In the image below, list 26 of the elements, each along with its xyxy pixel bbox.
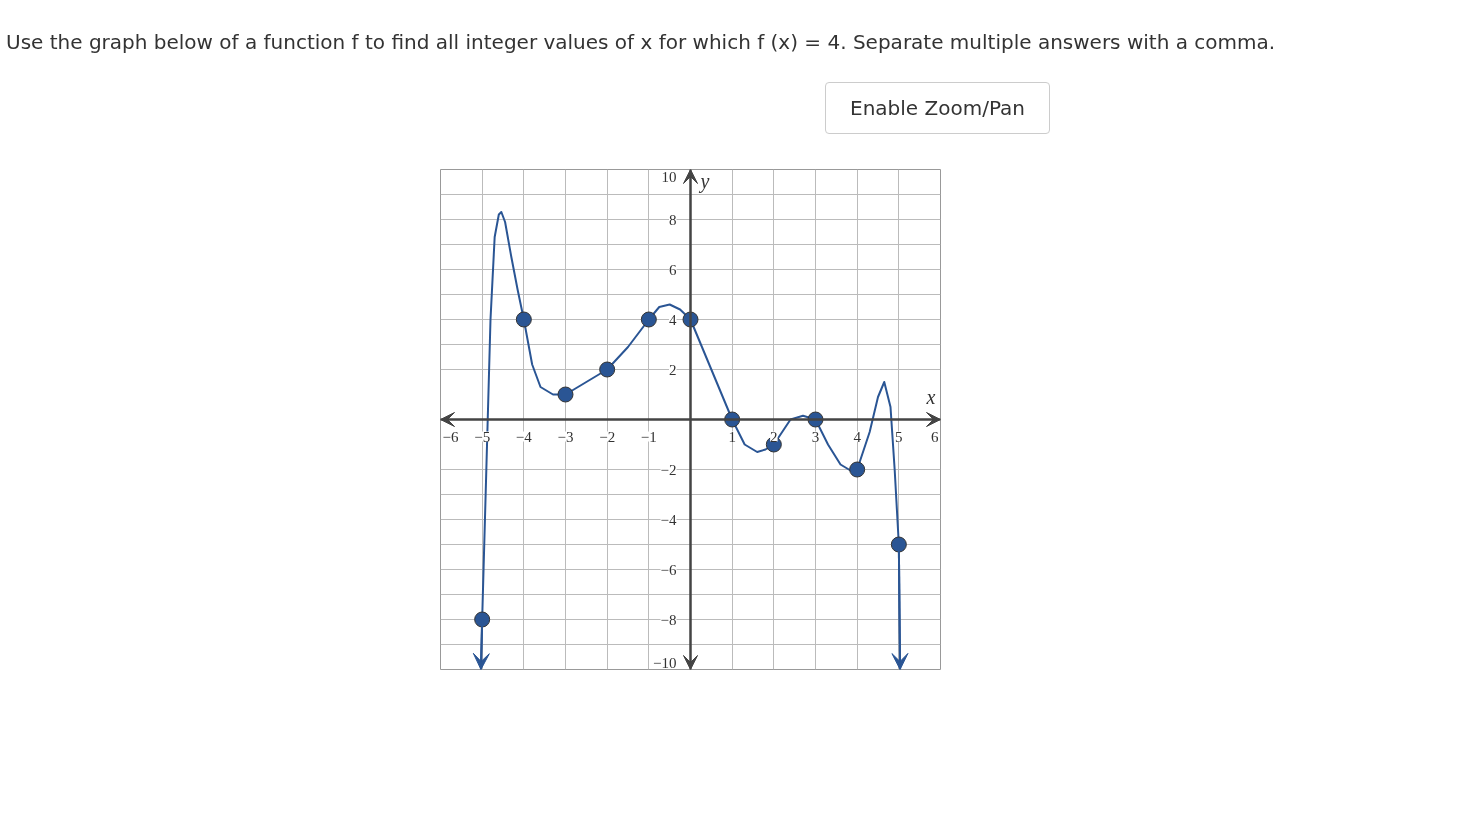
x-tick-label: 2 bbox=[770, 428, 778, 445]
y-axis-title: y bbox=[698, 169, 710, 193]
y-tick-label: −4 bbox=[660, 511, 677, 528]
y-tick-label: 2 bbox=[669, 361, 677, 378]
x-tick-label: −5 bbox=[474, 428, 491, 445]
y-tick-label: −2 bbox=[660, 461, 677, 478]
x-tick-label: −4 bbox=[515, 428, 533, 445]
y-tick-label: 6 bbox=[669, 261, 677, 278]
y-tick-label: −8 bbox=[660, 611, 677, 628]
x-tick-label: 4 bbox=[853, 428, 862, 445]
x-tick-label: 1 bbox=[728, 428, 736, 445]
x-tick-label: −6 bbox=[442, 428, 459, 445]
y-tick-label: 8 bbox=[669, 211, 677, 228]
x-axis-title: x bbox=[925, 385, 936, 408]
y-tick-label: 4 bbox=[669, 311, 677, 328]
y-tick-label: 10 bbox=[661, 168, 677, 185]
chart-title: Use the graph below of a function f to find all integer values of x for which f (x) = 4. Separate multiple answers with a comma. bbox=[6, 29, 1276, 56]
x-tick-label: −1 bbox=[640, 428, 657, 445]
y-tick-label: −10 bbox=[653, 654, 677, 671]
x-tick-label: 6 bbox=[931, 428, 939, 445]
text: Enable Zoom/Pan bbox=[825, 81, 1050, 134]
y-tick-label: −6 bbox=[660, 561, 677, 578]
x-tick-label: 3 bbox=[811, 428, 820, 445]
x-tick-label: −3 bbox=[557, 428, 574, 445]
x-tick-label: 5 bbox=[895, 428, 903, 445]
x-tick-label: −2 bbox=[599, 428, 616, 445]
